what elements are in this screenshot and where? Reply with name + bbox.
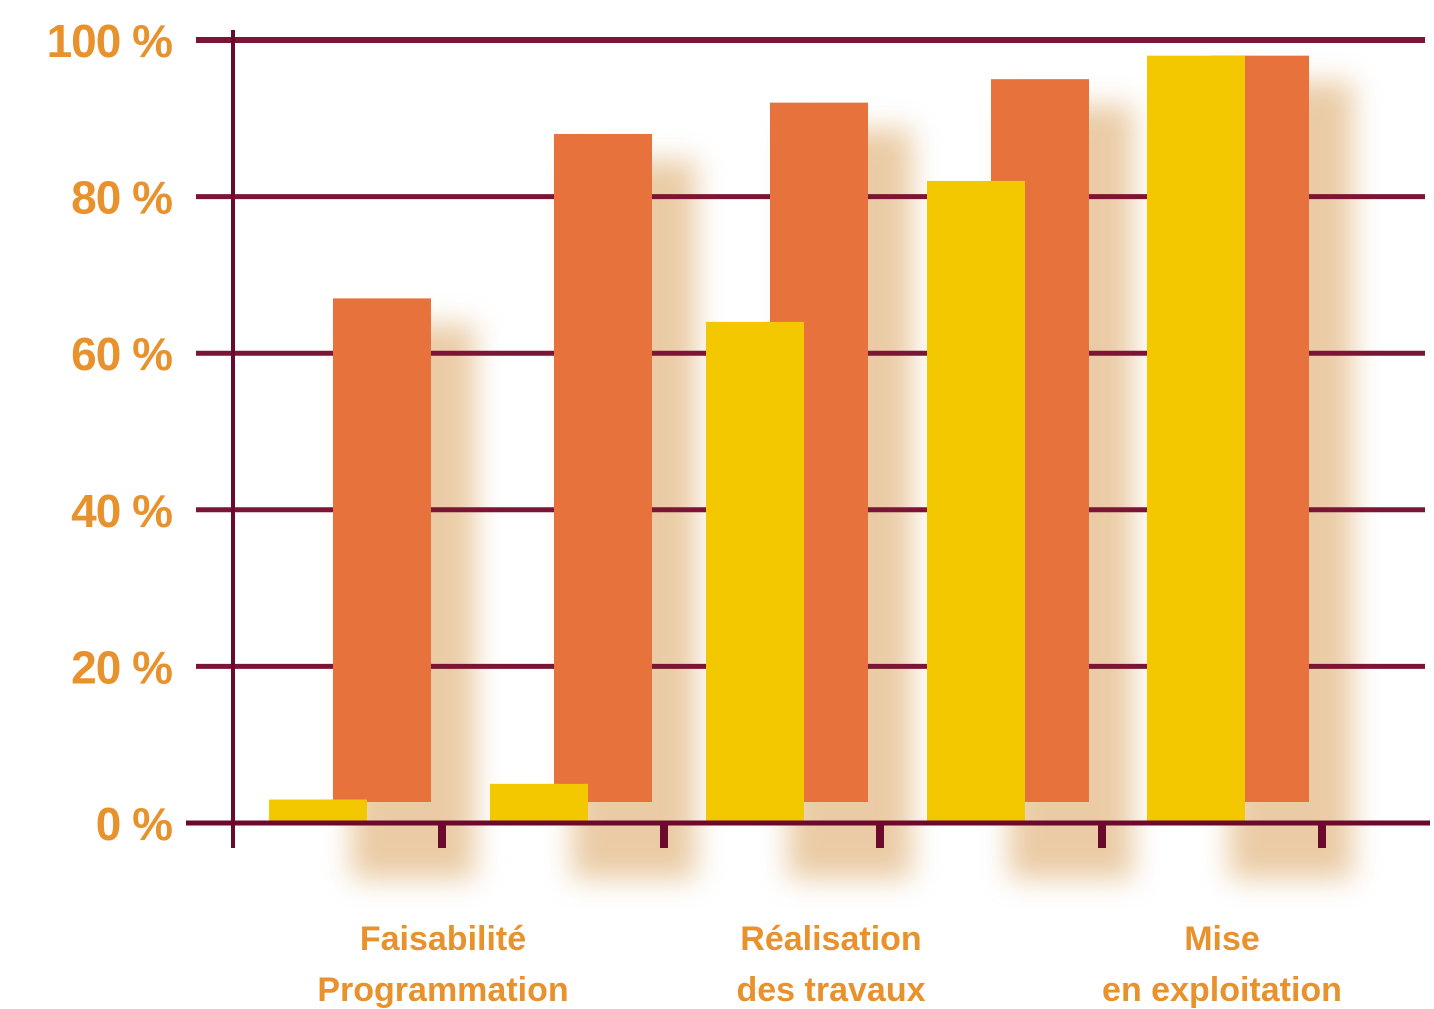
stage-label-des-travaux: des travaux <box>737 971 926 1009</box>
stage-label-en-exploitation: en exploitation <box>1102 971 1342 1009</box>
y-tick-label-80: 80 % <box>71 172 172 224</box>
y-tick-label-20: 20 % <box>71 641 172 693</box>
stage-label-faisabilite: Faisabilité <box>360 920 526 958</box>
bar-series-a-4 <box>927 180 1025 823</box>
series-b-bars <box>333 55 1309 803</box>
axes <box>186 30 1430 848</box>
stage-label-mise: Mise <box>1184 920 1260 958</box>
stage-labels: Faisabilité Programmation Réalisation de… <box>317 920 1342 1009</box>
bar-series-a-5 <box>1147 55 1245 824</box>
stage-label-realisation: Réalisation <box>740 920 921 958</box>
y-tick-label-40: 40 % <box>71 485 172 537</box>
y-tick-label-60: 60 % <box>71 328 172 380</box>
bar-series-b-1 <box>333 298 431 802</box>
bar-series-b-2 <box>554 133 652 802</box>
bar-series-a-3 <box>706 321 804 823</box>
y-tick-label-100: 100 % <box>47 15 173 67</box>
series-a-bars <box>269 55 1245 824</box>
stage-label-programmation: Programmation <box>317 971 568 1009</box>
y-tick-labels: 0 % 20 % 40 % 60 % 80 % 100 % <box>47 15 174 850</box>
y-tick-label-0: 0 % <box>96 798 172 850</box>
bar-series-a-1 <box>269 799 367 823</box>
bar-series-a-2 <box>490 783 588 823</box>
